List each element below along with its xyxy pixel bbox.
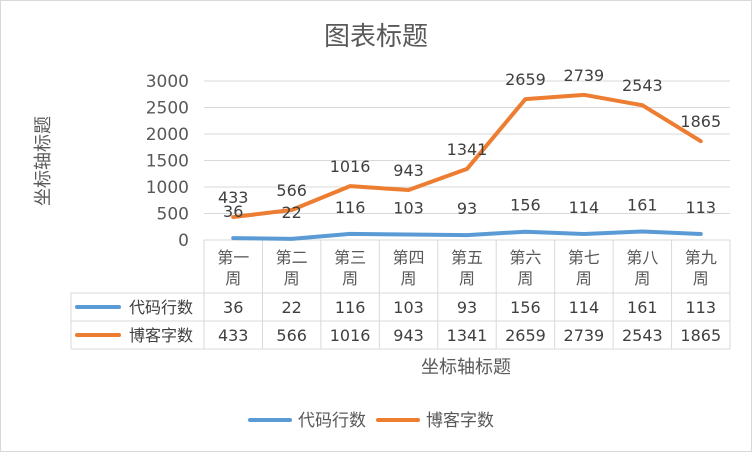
- table-cell: 36: [223, 298, 243, 317]
- table-cell: 116: [335, 298, 366, 317]
- data-label: 22: [281, 203, 301, 222]
- y-tick-label-4: 2000: [146, 125, 189, 145]
- y-tick-label-0: 0: [178, 231, 189, 251]
- data-label: 161: [627, 195, 658, 214]
- x-axis-title: 坐标轴标题: [421, 357, 511, 378]
- data-label: 93: [457, 199, 477, 218]
- table-cell: 156: [510, 298, 541, 317]
- table-cell: 566: [276, 326, 307, 345]
- data-label: 943: [393, 161, 424, 180]
- table-series-name-0: 代码行数: [129, 298, 193, 317]
- gridlines: 0 500 1000 1500 2000 2500 3000: [146, 72, 730, 251]
- table-cell: 161: [627, 298, 658, 317]
- category-label-3: 第四周: [393, 248, 425, 288]
- table-cell: 1865: [680, 326, 721, 345]
- table-cell: 2739: [564, 326, 605, 345]
- table-cell: 22: [281, 298, 301, 317]
- category-label-8: 第九周: [685, 248, 717, 288]
- data-label: 1341: [447, 140, 488, 159]
- y-tick-label-3: 1500: [146, 152, 189, 172]
- data-label: 36: [223, 202, 243, 221]
- y-tick-label-6: 3000: [146, 72, 189, 92]
- legend: 代码行数 博客字数: [248, 411, 494, 431]
- y-tick-label-2: 1000: [146, 178, 189, 198]
- table-cell: 2659: [505, 326, 546, 345]
- table-series-name-1: 博客字数: [129, 326, 193, 345]
- category-label-5: 第六周: [509, 248, 541, 288]
- y-tick-label-1: 500: [157, 205, 189, 225]
- table-cell: 103: [393, 298, 424, 317]
- table-cell: 1016: [330, 326, 371, 345]
- category-label-2: 第三周: [334, 248, 366, 288]
- series-lines: [231, 92, 703, 241]
- category-label-4: 第五周: [451, 248, 483, 288]
- data-label: 1865: [680, 112, 721, 131]
- data-label: 2739: [564, 66, 605, 85]
- chart-title: 图表标题: [324, 22, 428, 52]
- category-label-0: 第一周: [217, 248, 249, 288]
- data-label: 433: [218, 188, 249, 207]
- legend-label-0: 代码行数: [298, 411, 366, 431]
- table-cell: 114: [569, 298, 600, 317]
- table-cell: 1341: [447, 326, 488, 345]
- legend-label-1: 博客字数: [426, 411, 494, 431]
- category-label-1: 第二周: [276, 248, 308, 288]
- data-label: 116: [335, 198, 366, 217]
- data-label: 566: [276, 181, 307, 200]
- category-label-6: 第七周: [568, 248, 600, 288]
- table-cell: 433: [218, 326, 249, 345]
- table-cell: 113: [686, 298, 717, 317]
- data-label: 156: [510, 196, 541, 215]
- data-labels: 36 22 116 103 93 156 114 161 113 433 566 1016 943 134…: [218, 66, 721, 222]
- y-tick-label-5: 2500: [146, 99, 189, 119]
- table-cell: 943: [393, 326, 424, 345]
- category-label-7: 第八周: [626, 248, 658, 288]
- data-label: 1016: [330, 157, 371, 176]
- data-label: 103: [393, 199, 424, 218]
- data-label: 2659: [505, 70, 546, 89]
- data-label: 114: [569, 198, 600, 217]
- table-cell: 2543: [622, 326, 663, 345]
- y-axis-title: 坐标轴标题: [33, 116, 54, 206]
- data-label: 2543: [622, 76, 663, 95]
- data-label: 113: [686, 198, 717, 217]
- table-cell: 93: [457, 298, 477, 317]
